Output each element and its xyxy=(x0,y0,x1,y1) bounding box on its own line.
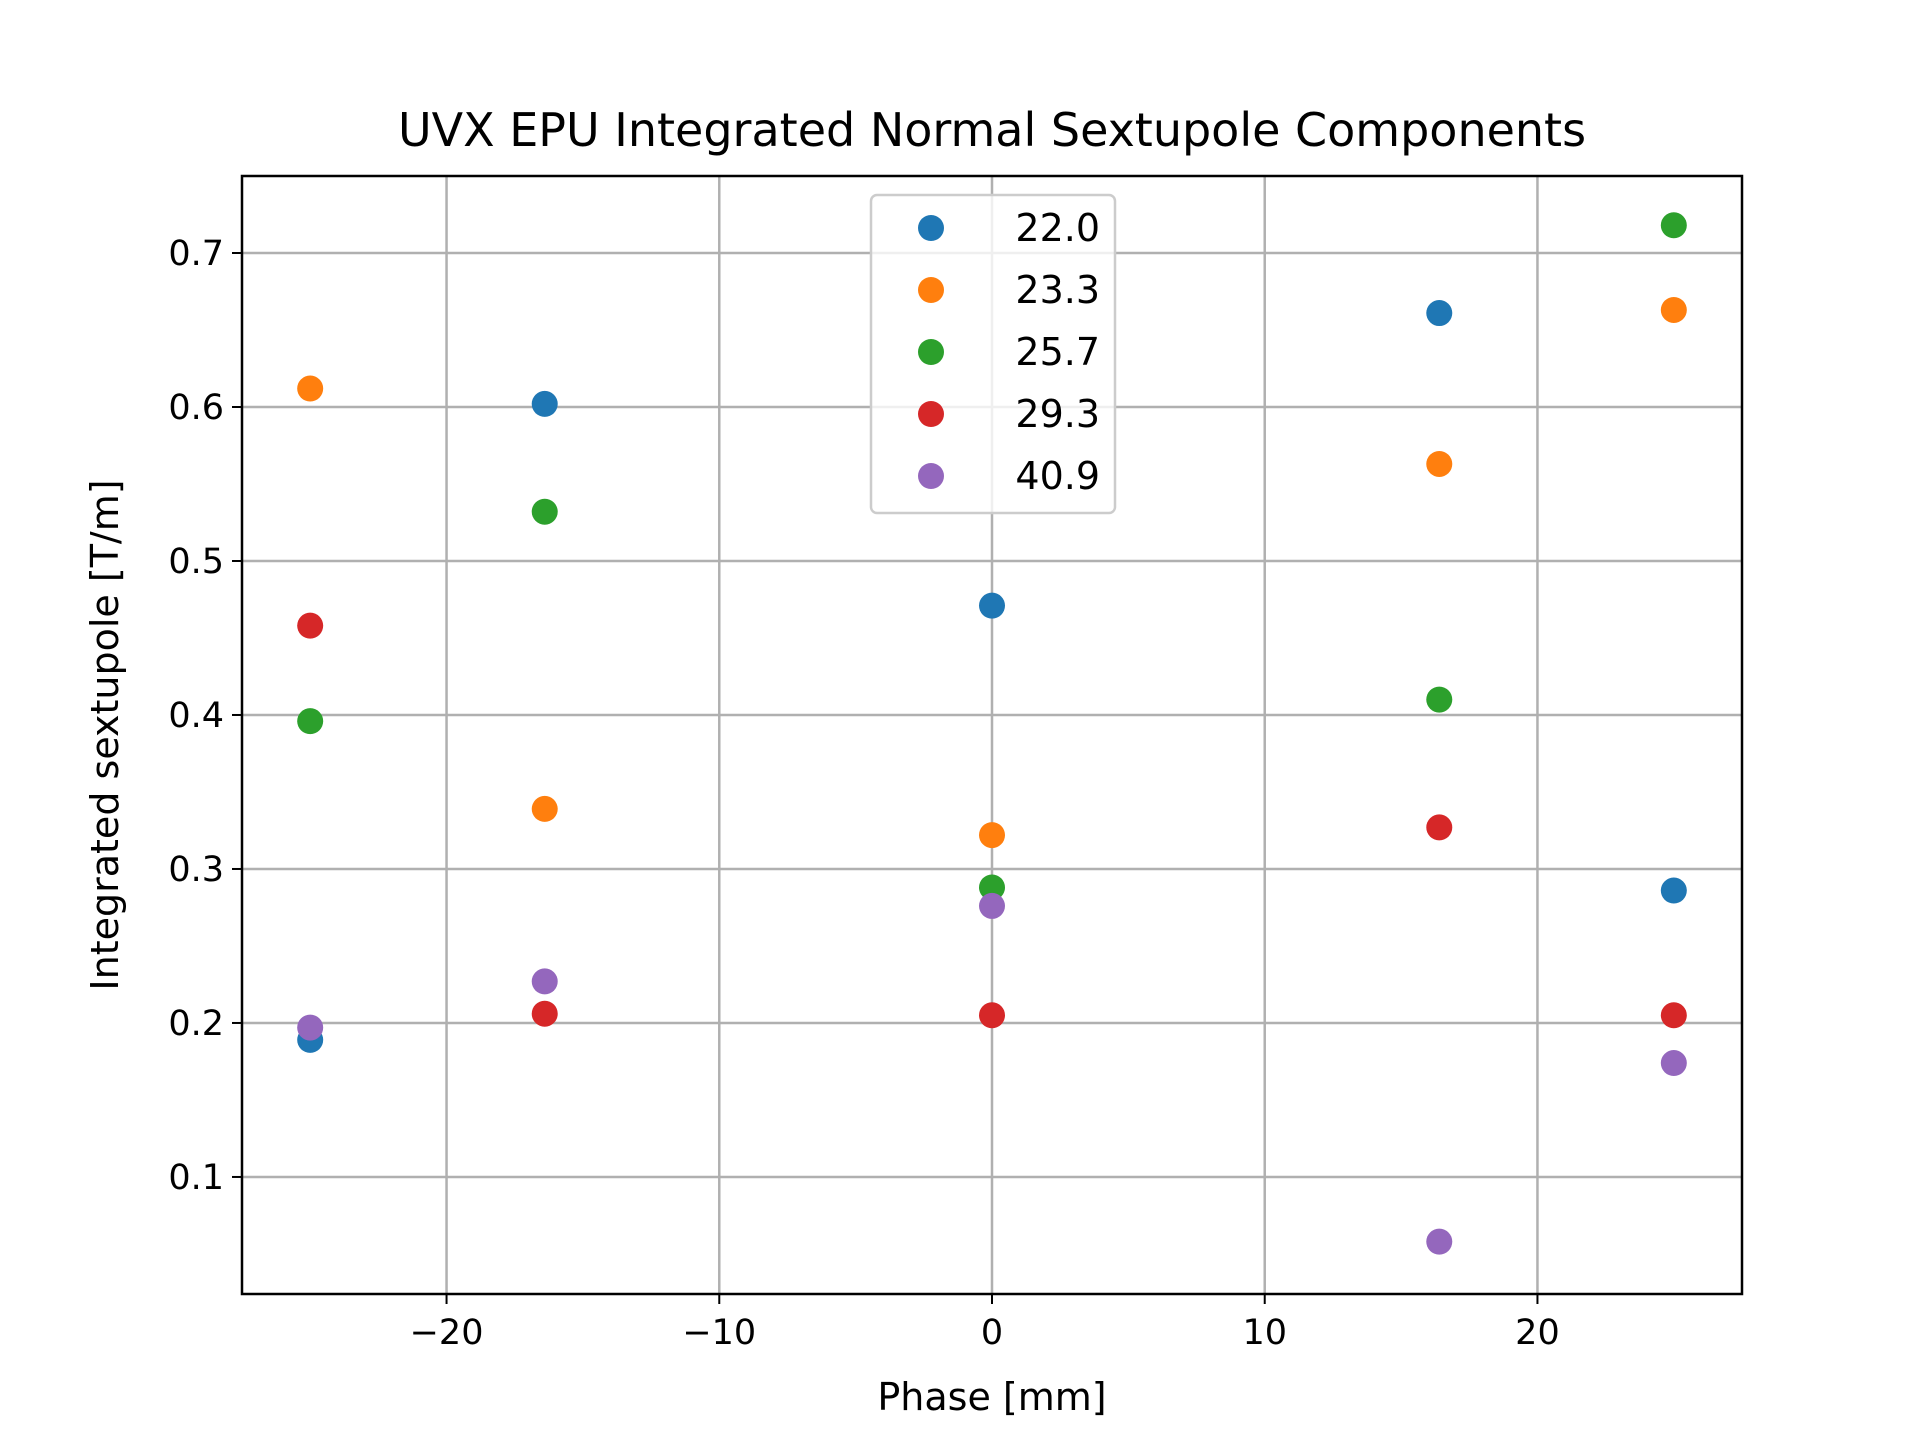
x-axis-label: Phase [mm] xyxy=(877,1375,1106,1419)
data-point xyxy=(1660,212,1687,239)
legend-marker xyxy=(918,401,944,427)
plot-frame xyxy=(240,174,1744,1296)
y-tick-label: 0.2 xyxy=(168,1004,224,1044)
legend-label: 29.3 xyxy=(1015,392,1100,436)
data-point xyxy=(1660,1050,1687,1077)
y-tick-label: 0.3 xyxy=(168,850,224,890)
y-axis-label: Integrated sextupole [T/m] xyxy=(83,479,127,990)
data-point xyxy=(531,498,558,525)
data-point xyxy=(1660,1002,1687,1029)
data-point xyxy=(979,874,1005,901)
legend-marker xyxy=(918,277,944,303)
data-point xyxy=(1426,814,1453,841)
legend: 22.0 23.3 25.7 29.3 40.9 xyxy=(869,193,1117,515)
x-tick-label: 0 xyxy=(981,1313,1003,1353)
legend-label: 22.0 xyxy=(1015,206,1100,250)
x-tick-label: 10 xyxy=(1242,1313,1287,1353)
data-point xyxy=(979,592,1005,619)
y-tick-label: 0.7 xyxy=(168,234,224,274)
data-point xyxy=(1426,686,1453,713)
legend-box xyxy=(869,193,1117,515)
data-point xyxy=(1426,450,1453,477)
axis-ticks: −20 −10 0 10 20 0.1 0.2 0.3 0.4 0.5 0.6 0.7 xyxy=(168,234,1559,1353)
y-tick-label: 0.6 xyxy=(168,388,224,428)
chart-title: UVX EPU Integrated Normal Sextupole Comp… xyxy=(398,103,1586,157)
legend-label: 40.9 xyxy=(1015,454,1100,498)
x-tick-label: 20 xyxy=(1515,1313,1560,1353)
y-tick-label: 0.5 xyxy=(168,542,224,582)
data-point xyxy=(531,968,558,995)
data-point xyxy=(531,390,558,417)
legend-marker xyxy=(918,463,944,489)
data-point xyxy=(1426,1228,1453,1255)
data-point xyxy=(1660,296,1687,323)
legend-marker xyxy=(918,339,944,365)
legend-marker xyxy=(918,215,944,241)
legend-label: 25.7 xyxy=(1015,330,1100,374)
data-point xyxy=(979,1002,1005,1029)
data-point xyxy=(979,892,1005,919)
data-point xyxy=(1660,877,1687,904)
data-points xyxy=(297,212,1687,1255)
x-tick-label: −20 xyxy=(410,1313,484,1353)
data-point xyxy=(531,1000,558,1027)
legend-label: 23.3 xyxy=(1015,268,1100,312)
y-tick-label: 0.1 xyxy=(168,1158,224,1198)
data-point xyxy=(297,375,324,402)
data-point xyxy=(297,708,324,735)
data-point xyxy=(1426,300,1453,327)
x-tick-label: −10 xyxy=(682,1313,756,1353)
data-point xyxy=(297,612,324,639)
data-point xyxy=(979,822,1005,849)
y-tick-label: 0.4 xyxy=(168,696,224,736)
data-point xyxy=(297,1014,324,1041)
data-point xyxy=(531,795,558,822)
